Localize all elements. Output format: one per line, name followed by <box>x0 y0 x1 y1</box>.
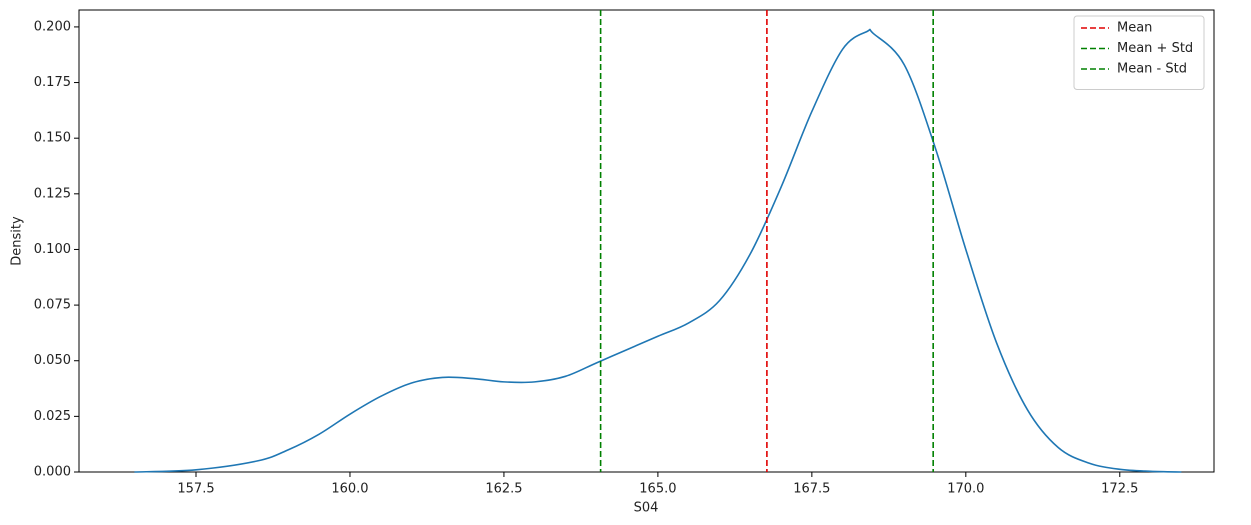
x-tick-label: 160.0 <box>331 482 368 497</box>
y-tick-label: 0.025 <box>34 409 71 424</box>
y-tick-label: 0.150 <box>34 131 71 146</box>
legend-label: Mean + Std <box>1117 41 1193 56</box>
x-tick-label: 157.5 <box>177 482 214 497</box>
y-tick-label: 0.000 <box>34 465 71 480</box>
legend-label: Mean - Std <box>1117 62 1187 77</box>
density-line <box>134 28 1182 473</box>
y-tick-label: 0.075 <box>34 298 71 313</box>
y-tick-label: 0.200 <box>34 19 71 34</box>
x-tick-label: 167.5 <box>793 482 830 497</box>
plot-frame <box>78 9 1215 473</box>
x-tick-label: 170.0 <box>947 482 984 497</box>
x-tick-label: 165.0 <box>639 482 676 497</box>
x-tick-label: 162.5 <box>485 482 522 497</box>
x-tick-label: 172.5 <box>1101 482 1138 497</box>
legend-label: Mean <box>1117 21 1152 36</box>
y-tick-label: 0.050 <box>34 353 71 368</box>
y-tick-label: 0.100 <box>34 242 71 257</box>
y-tick-label: 0.175 <box>34 75 71 90</box>
y-tick-label: 0.125 <box>34 186 71 201</box>
legend-box <box>1073 15 1205 90</box>
x-axis-label: S04 <box>634 501 659 516</box>
y-axis-label: Density <box>10 216 25 266</box>
